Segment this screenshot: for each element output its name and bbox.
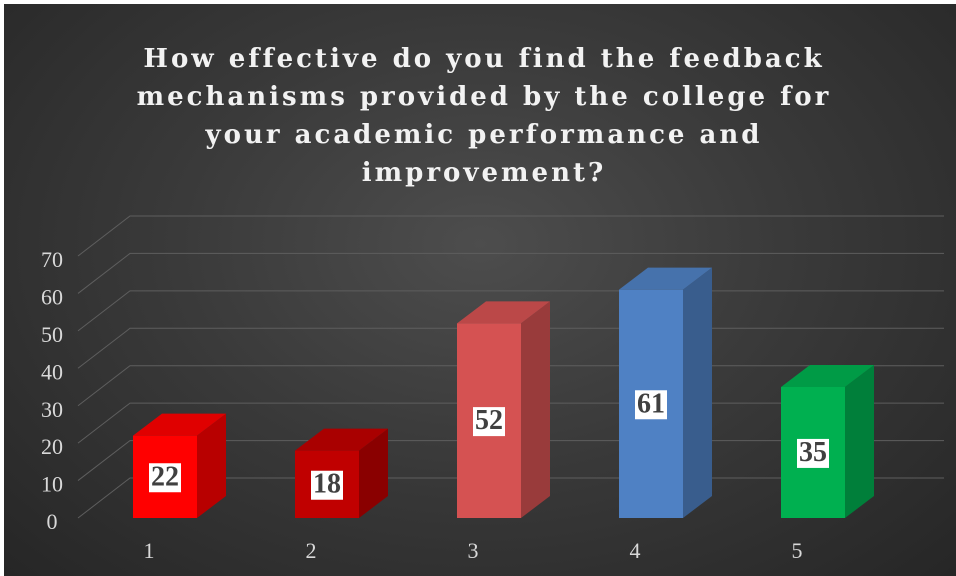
x-tick-label: 2	[306, 538, 317, 563]
grid-line	[77, 252, 944, 294]
y-tick-label: 0	[47, 509, 58, 534]
bar-top	[457, 301, 550, 324]
bar-side	[521, 301, 550, 518]
grid-line	[77, 215, 944, 257]
value-label: 35	[799, 437, 827, 468]
x-tick-label: 4	[630, 538, 641, 563]
y-tick-label: 30	[41, 397, 63, 422]
value-label: 61	[637, 388, 665, 419]
value-label: 52	[475, 405, 503, 436]
value-label-box	[635, 390, 667, 420]
value-label: 22	[151, 461, 179, 492]
value-label-box	[473, 407, 505, 437]
value-label: 18	[313, 469, 341, 500]
bar-side	[845, 365, 874, 518]
y-tick-label: 70	[41, 247, 63, 272]
bar-top	[781, 365, 874, 387]
y-tick-label: 50	[41, 322, 63, 347]
bar-side	[359, 428, 388, 518]
x-tick-label: 3	[468, 538, 479, 563]
bar-side	[197, 413, 226, 518]
y-tick-label: 40	[41, 359, 63, 384]
x-tick-label: 5	[792, 538, 803, 563]
y-tick-label: 60	[41, 284, 63, 309]
value-label-box	[311, 470, 343, 500]
chart-title: How effective do you find the feedback m…	[136, 44, 832, 188]
bar-top	[619, 267, 712, 290]
bar	[619, 267, 712, 518]
chart: How effective do you find the feedback m…	[4, 4, 956, 576]
x-tick-label: 1	[144, 538, 155, 563]
y-tick-label: 20	[41, 434, 63, 459]
bar-top	[133, 413, 226, 436]
y-tick-label: 10	[41, 472, 63, 497]
value-label-box	[797, 438, 829, 468]
bar-top	[295, 428, 388, 451]
value-label-box	[149, 463, 181, 493]
bar	[457, 301, 550, 518]
bar-side	[683, 267, 712, 518]
